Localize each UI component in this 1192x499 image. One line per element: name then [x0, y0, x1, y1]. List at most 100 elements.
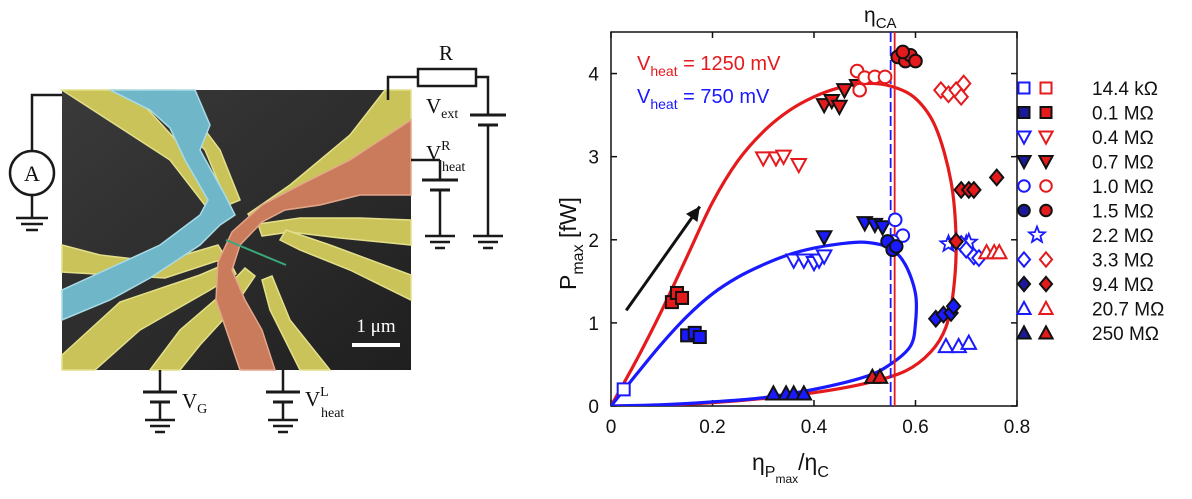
- data-point: [794, 384, 813, 401]
- copper-electrode: [215, 118, 412, 371]
- v-heat-r-label: VR: [426, 139, 451, 165]
- data-point: [895, 44, 911, 60]
- y-tick-label: 0: [588, 397, 599, 418]
- v-ext-label: Vext: [426, 94, 458, 122]
- ammeter-label: A: [24, 161, 40, 186]
- data-point: [965, 180, 982, 200]
- data-point: [953, 87, 970, 107]
- x-axis-label: ηPmax/ηC: [752, 449, 829, 486]
- legend-entry: 0.7 MΩ: [1015, 153, 1154, 174]
- nanowire: [225, 239, 287, 266]
- data-point: [774, 149, 793, 166]
- ammeter-wire: [30, 93, 62, 150]
- data-point: [988, 168, 1005, 187]
- legend-marker-red: [1037, 130, 1055, 146]
- data-point: [948, 232, 965, 251]
- trend-arrow: [625, 205, 702, 312]
- x-tick-label: 0.8: [1004, 417, 1030, 438]
- data-point: [784, 253, 803, 270]
- data-point: [945, 296, 962, 316]
- legend-label: 2.2 MΩ: [1092, 226, 1154, 247]
- legend-marker: [1026, 224, 1048, 244]
- legend-marker-red: [1039, 179, 1053, 193]
- legend-marker-blue: [1017, 203, 1031, 218]
- legend-marker-blue: [1017, 81, 1031, 95]
- legend-label: 20.7 MΩ: [1092, 300, 1164, 321]
- sem-image-panel: 1 μm: [59, 89, 412, 371]
- legend-entry: 250 MΩ: [1015, 324, 1159, 345]
- blue-electrode: [61, 89, 236, 322]
- circuit: [8, 67, 506, 434]
- legend-label: 3.3 MΩ: [1092, 251, 1154, 272]
- legend-entry: 9.4 MΩ: [1016, 275, 1154, 296]
- data-point: [908, 53, 923, 69]
- legend-marker-blue: [1015, 155, 1033, 171]
- v-g-label: VG: [182, 389, 207, 417]
- data-point: [692, 330, 707, 345]
- legend-label: 14.4 kΩ: [1092, 79, 1158, 100]
- legend-entry: 3.3 MΩ: [1016, 250, 1154, 272]
- y-tick-label: 2: [588, 231, 599, 252]
- legend-label: 0.7 MΩ: [1092, 153, 1154, 174]
- legend-entry: 2.2 MΩ: [1026, 224, 1154, 247]
- annotation-750mv: Vheat = 750 mV: [637, 86, 770, 112]
- data-point: [830, 99, 849, 117]
- legend-label: 0.1 MΩ: [1092, 104, 1154, 125]
- data-point: [815, 249, 834, 266]
- circuit-labels: A R Vext VR heat VG VL heat: [24, 41, 465, 421]
- scale-bar-label: 1 μm: [356, 316, 395, 337]
- data-point: [852, 82, 867, 98]
- arrow-shaft: [625, 205, 702, 312]
- legend-marker-red: [1037, 299, 1055, 315]
- data-point: [764, 384, 783, 401]
- x-tick-label: 0: [606, 417, 617, 438]
- legend-marker-red: [1038, 250, 1054, 269]
- data-point: [789, 157, 808, 175]
- legend: 14.4 kΩ 0.1 MΩ 0.4 MΩ 0.7 MΩ 1.0 MΩ 1.5 MΩ 2.2…: [1015, 79, 1164, 345]
- data-point: [815, 230, 834, 247]
- legend-marker-red: [1039, 81, 1053, 95]
- legend-entry: 0.1 MΩ: [1017, 104, 1154, 125]
- legend-marker-blue: [1016, 250, 1032, 269]
- data-point: [959, 333, 978, 350]
- legend-marker-blue: [1015, 299, 1033, 315]
- data-point: [835, 83, 854, 100]
- data-point: [784, 384, 803, 401]
- data-point: [955, 74, 972, 93]
- x-tick-label: 0.2: [699, 417, 725, 438]
- fit-curve-0: [611, 81, 958, 406]
- annotation-1250mv: Vheat = 1250 mV: [637, 53, 781, 79]
- y-tick-label: 3: [588, 148, 599, 169]
- legend-marker-blue: [1015, 324, 1033, 340]
- arrow-head: [686, 206, 700, 223]
- v-heat-l-sub: heat: [321, 406, 344, 421]
- data-point: [616, 382, 631, 397]
- legend-marker-blue: [1016, 275, 1032, 293]
- x-tick-label: 0.4: [801, 417, 828, 438]
- resistor-label: R: [439, 41, 453, 65]
- legend-marker-red: [1037, 155, 1055, 171]
- resistor-symbol: [416, 67, 478, 88]
- legend-marker-blue: [1015, 130, 1033, 146]
- data-point: [958, 240, 975, 260]
- data-point: [887, 212, 903, 228]
- y-tick-label: 1: [588, 314, 599, 335]
- legend-entry: 20.7 MΩ: [1015, 299, 1164, 321]
- legend-label: 9.4 MΩ: [1092, 275, 1154, 296]
- x-tick-labels: 0 0.2 0.4 0.6 0.8: [606, 417, 1031, 438]
- data-points: [616, 44, 1009, 401]
- data-point: [675, 290, 690, 305]
- y-axis-label: Pmax [fW]: [555, 197, 587, 290]
- v-heat-r-sub: heat: [442, 160, 465, 175]
- legend-marker-red: [1039, 203, 1053, 218]
- legend-marker-blue: [1017, 179, 1031, 193]
- legend-entry: 1.5 MΩ: [1017, 202, 1154, 223]
- data-point: [873, 220, 892, 237]
- v-heat-l-label: VL: [305, 385, 329, 411]
- eta-ca-label: ηCA: [864, 4, 897, 32]
- legend-entry: 1.0 MΩ: [1017, 177, 1154, 198]
- legend-entry: 14.4 kΩ: [1017, 79, 1158, 100]
- data-point: [937, 336, 955, 354]
- legend-label: 0.4 MΩ: [1092, 128, 1154, 149]
